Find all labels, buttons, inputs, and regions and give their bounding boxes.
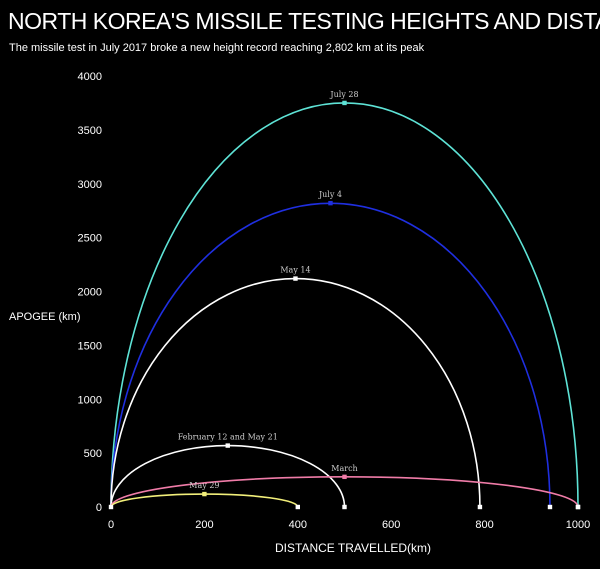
y-axis-label: APOGEE (km) [9,311,81,323]
trajectory-may-14 [110,277,481,508]
y-tick-label-1000: 1000 [78,394,102,406]
y-axis-ticks: 0 500 1000 1500 2000 2500 3000 3500 4000 [78,71,102,514]
x-tick-label-1000: 1000 [566,519,590,531]
x-tick-label-400: 400 [289,519,307,531]
trajectory-arcs [110,102,579,508]
apogee-marker-february-12-and-may-21 [225,443,230,448]
trajectory-july-28 [110,102,579,508]
y-tick-label-3500: 3500 [78,125,102,137]
apogee-marker-may-29 [202,491,207,497]
y-tick-label-4000: 4000 [78,71,102,83]
landing-marker-may-29 [295,504,300,510]
y-tick-label-2000: 2000 [78,287,102,299]
x-tick-label-800: 800 [475,519,493,531]
landing-marker-may-14 [477,504,483,510]
trajectory-february-12-and-may-21 [110,444,346,508]
x-axis-label: DISTANCE TRAVELLED(km) [275,541,432,555]
flight-label-march: March [331,464,357,473]
launch-marker [108,504,114,510]
x-tick-label-600: 600 [382,519,400,531]
y-tick-label-0: 0 [96,502,102,514]
y-tick-label-1500: 1500 [78,340,102,352]
y-tick-label-2500: 2500 [78,233,102,245]
chart-subtitle: The missile test in July 2017 broke a ne… [9,42,425,54]
trajectory-labels: July 28 July 4 May 14 February 12 and May 2… [178,90,359,490]
chart-title: NORTH KOREA'S MISSILE TESTING HEIGHTS AN… [8,8,600,34]
y-tick-label-3000: 3000 [78,179,102,191]
x-tick-label-200: 200 [195,519,213,531]
flight-label-may-14: May 14 [280,266,310,275]
flight-label-may-29: May 29 [189,481,219,490]
x-tick-label-0: 0 [108,519,114,531]
trajectory-markers [108,100,581,510]
flight-label-july-4: July 4 [318,190,342,199]
trajectory-july-4 [110,202,551,508]
landing-marker-july-4 [547,504,553,510]
x-axis-ticks: 0 200 400 600 800 1000 [108,519,590,531]
apogee-marker-march [342,474,347,480]
landing-marker-march [575,504,581,510]
apogee-marker-july-4 [328,200,333,206]
apogee-marker-may-14 [293,276,298,281]
flight-label-february-12-and-may-21: February 12 and May 21 [178,433,278,442]
landing-marker-february-12-and-may-21 [342,504,347,510]
flight-label-july-28: July 28 [329,90,358,99]
apogee-marker-july-28 [342,100,347,106]
y-tick-label-500: 500 [84,448,102,460]
